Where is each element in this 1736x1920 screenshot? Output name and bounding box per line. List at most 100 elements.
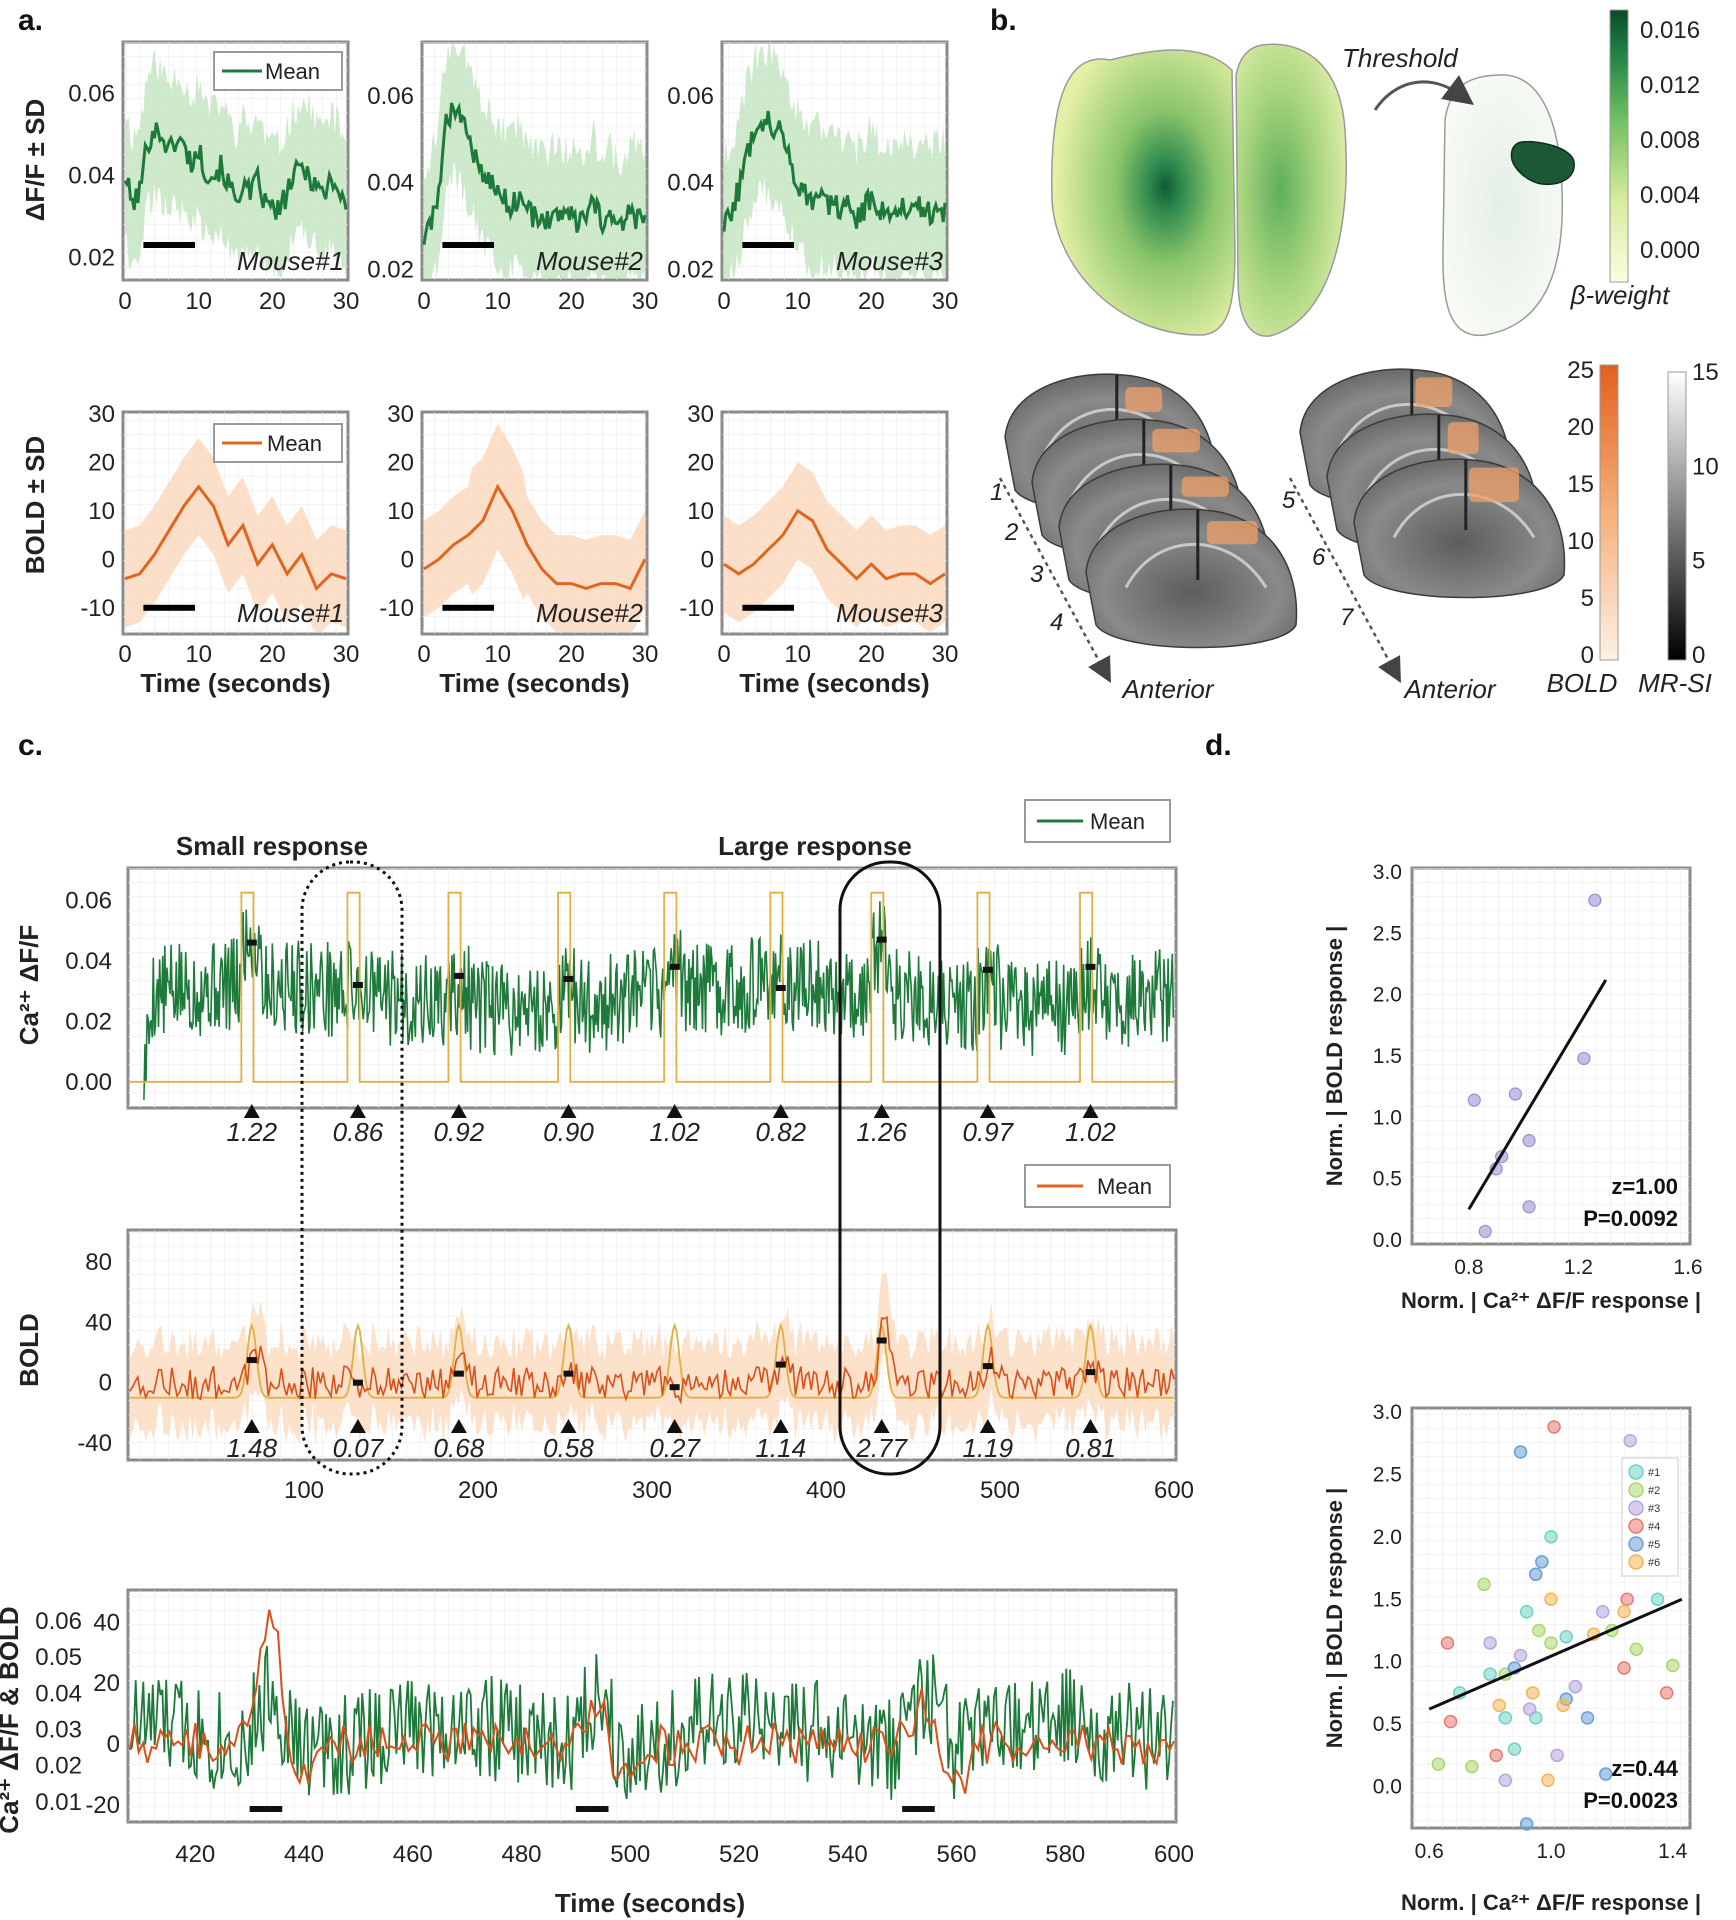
- d-all-point: [1507, 1742, 1522, 1756]
- c-overlay-xtick: 420: [175, 1841, 215, 1868]
- slice-number: 5: [1282, 487, 1296, 514]
- c-calcium-response-marker-icon: [349, 1104, 366, 1118]
- d-all-point: [1492, 1698, 1506, 1713]
- d-all-point: [1440, 1636, 1455, 1650]
- a-calcium-legend-label: Mean: [265, 59, 320, 84]
- a-bold-xtick: 30: [932, 641, 959, 668]
- d-all-xtick: 1.4: [1658, 1840, 1688, 1863]
- bold-colorbar-tick: 20: [1567, 414, 1594, 441]
- c-bold-response-marker-icon: [1082, 1419, 1099, 1433]
- d-all-point: [1465, 1759, 1479, 1774]
- a-calcium-mean-line: [722, 110, 947, 232]
- c-bold-response-value: 0.27: [649, 1433, 701, 1463]
- c-calcium-block-mean: [246, 939, 257, 946]
- c-bold-response-value: 0.81: [1065, 1433, 1116, 1463]
- c-bold-response-marker-icon: [349, 1419, 366, 1433]
- d-mouse-xlabel: Norm. | Ca²⁺ ΔF/F response |: [1401, 1288, 1701, 1313]
- mrsi-colorbar-tick: 5: [1692, 548, 1705, 575]
- d-all-point: [1498, 1711, 1513, 1725]
- a-bold-mouse-label: Mouse#3: [836, 598, 943, 628]
- beta-colorbar-label: β-weight: [1570, 280, 1671, 310]
- a-bold-stim-bar: [143, 604, 195, 611]
- c-bold-xtick: 500: [980, 1477, 1020, 1504]
- bold-colorbar-tick: 10: [1567, 528, 1594, 555]
- d-all-point: [1513, 1445, 1528, 1459]
- bold-activation-blob: [1125, 387, 1163, 412]
- d-mouse-point: [1522, 1134, 1536, 1148]
- slice-cortex-contour: [1392, 493, 1536, 539]
- c-bold-response-marker-icon: [666, 1419, 683, 1433]
- d-all-point: [1559, 1629, 1573, 1644]
- d-all-legend-label: #4: [1648, 1521, 1660, 1533]
- c-overlay-stim-bar: [902, 1806, 935, 1812]
- bold-colorbar-tick: 5: [1581, 585, 1594, 612]
- c-bold-block-mean: [563, 1370, 574, 1377]
- d-all-point: [1498, 1773, 1513, 1788]
- d-all-point: [1535, 1555, 1549, 1569]
- a-bold-ytick: 20: [687, 449, 714, 476]
- d-all-point: [1547, 1420, 1561, 1434]
- c-calcium-block-mean: [775, 985, 786, 991]
- c-bold-response-value: 1.14: [755, 1433, 806, 1463]
- a-bold-ytick: 10: [387, 498, 414, 525]
- c-calcium-block-mean: [352, 981, 363, 988]
- d-all-ytick: 1.5: [1373, 1588, 1402, 1611]
- c-overlay-stim-bar: [575, 1806, 609, 1812]
- c-bold-response-value: 0.68: [434, 1433, 485, 1463]
- a-calcium-mouse-label: Mouse#1: [237, 246, 344, 276]
- d-all-point: [1596, 1605, 1610, 1619]
- c-bold-block-mean: [982, 1363, 993, 1370]
- a-calcium-sd-band: [125, 49, 346, 279]
- d-all-ytick: 1.0: [1373, 1651, 1402, 1674]
- d-all-point: [1629, 1642, 1643, 1656]
- a-bold-mean-line: [423, 483, 647, 591]
- c-bold-response-value: 0.07: [333, 1433, 385, 1463]
- d-all-legend-label: #6: [1648, 1557, 1660, 1569]
- c-overlay-xtick: 560: [936, 1841, 976, 1868]
- panel-a: ΔF/F ± SD BOLD ± SD 0.02 0.04 0.06 0 10 20 30 M…: [20, 40, 959, 698]
- d-all-legend-swatch: [1628, 1500, 1644, 1516]
- d-all-z-stat: z=0.44: [1611, 1756, 1678, 1781]
- d-all-point: [1666, 1658, 1680, 1673]
- d-mouse-xtick: 1.6: [1673, 1256, 1702, 1279]
- c-bold-xtick: 300: [632, 1477, 672, 1504]
- d-all-legend-swatch: [1628, 1554, 1644, 1570]
- large-response-highlight: [838, 860, 942, 1476]
- panel-label-c: c.: [18, 729, 43, 762]
- c-bold-response-marker-icon: [560, 1419, 577, 1433]
- panel-label-b: b.: [990, 4, 1017, 37]
- d-mouse-ytick: 0.0: [1373, 1229, 1402, 1252]
- beta-hemisphere-right: [1235, 43, 1347, 337]
- d-all-legend-label: #3: [1648, 1503, 1660, 1515]
- panel-label-a: a.: [18, 4, 43, 37]
- a-bold-legend-label: Mean: [267, 431, 322, 456]
- c-bold-block-mean: [876, 1337, 887, 1344]
- c-bold-ytick: 0: [99, 1370, 112, 1397]
- a-bold-mean-line: [723, 508, 946, 586]
- d-all-legend-label: #1: [1648, 1467, 1660, 1479]
- bold-activation-blob: [1207, 521, 1258, 545]
- c-bold-response-marker-icon: [243, 1419, 260, 1433]
- c-overlay-xtick: 440: [284, 1841, 324, 1868]
- c-bold-xtick: 100: [284, 1477, 324, 1504]
- a-calcium-mean-line: [123, 122, 348, 220]
- c-calcium-block-mean: [453, 972, 464, 979]
- a-calcium-xtick: 30: [932, 288, 959, 315]
- bold-activation-blob: [1468, 467, 1520, 503]
- c-overlay-calcium-tick: 0.05: [35, 1644, 82, 1671]
- a-bold-ylabel: BOLD ± SD: [20, 436, 50, 575]
- d-all-point: [1659, 1686, 1674, 1700]
- beta-hemisphere-left: [1051, 49, 1236, 336]
- d-mouse-ylabel: Norm. | BOLD response |: [1322, 926, 1347, 1186]
- a-bold-ytick: 0: [401, 546, 414, 573]
- a-bold-xtick: 10: [185, 641, 212, 668]
- slice-stack-right: [1299, 368, 1566, 599]
- c-calcium-ytick: 0.04: [65, 948, 112, 975]
- c-overlay-stim-bar: [249, 1806, 283, 1812]
- a-calcium-xtick: 0: [417, 288, 430, 315]
- c-bold-xtick: 600: [1154, 1477, 1194, 1504]
- d-mouse-ytick: 1.0: [1373, 1106, 1402, 1129]
- d-all-legend-swatch: [1628, 1536, 1644, 1552]
- a-bold-ytick: 30: [88, 401, 115, 428]
- d-mouse-scatter: 3.0 2.5 2.0 1.5 1.0 0.5 0.0 0.8 1.2 1.6 Norm. | Ca…: [1322, 861, 1703, 1313]
